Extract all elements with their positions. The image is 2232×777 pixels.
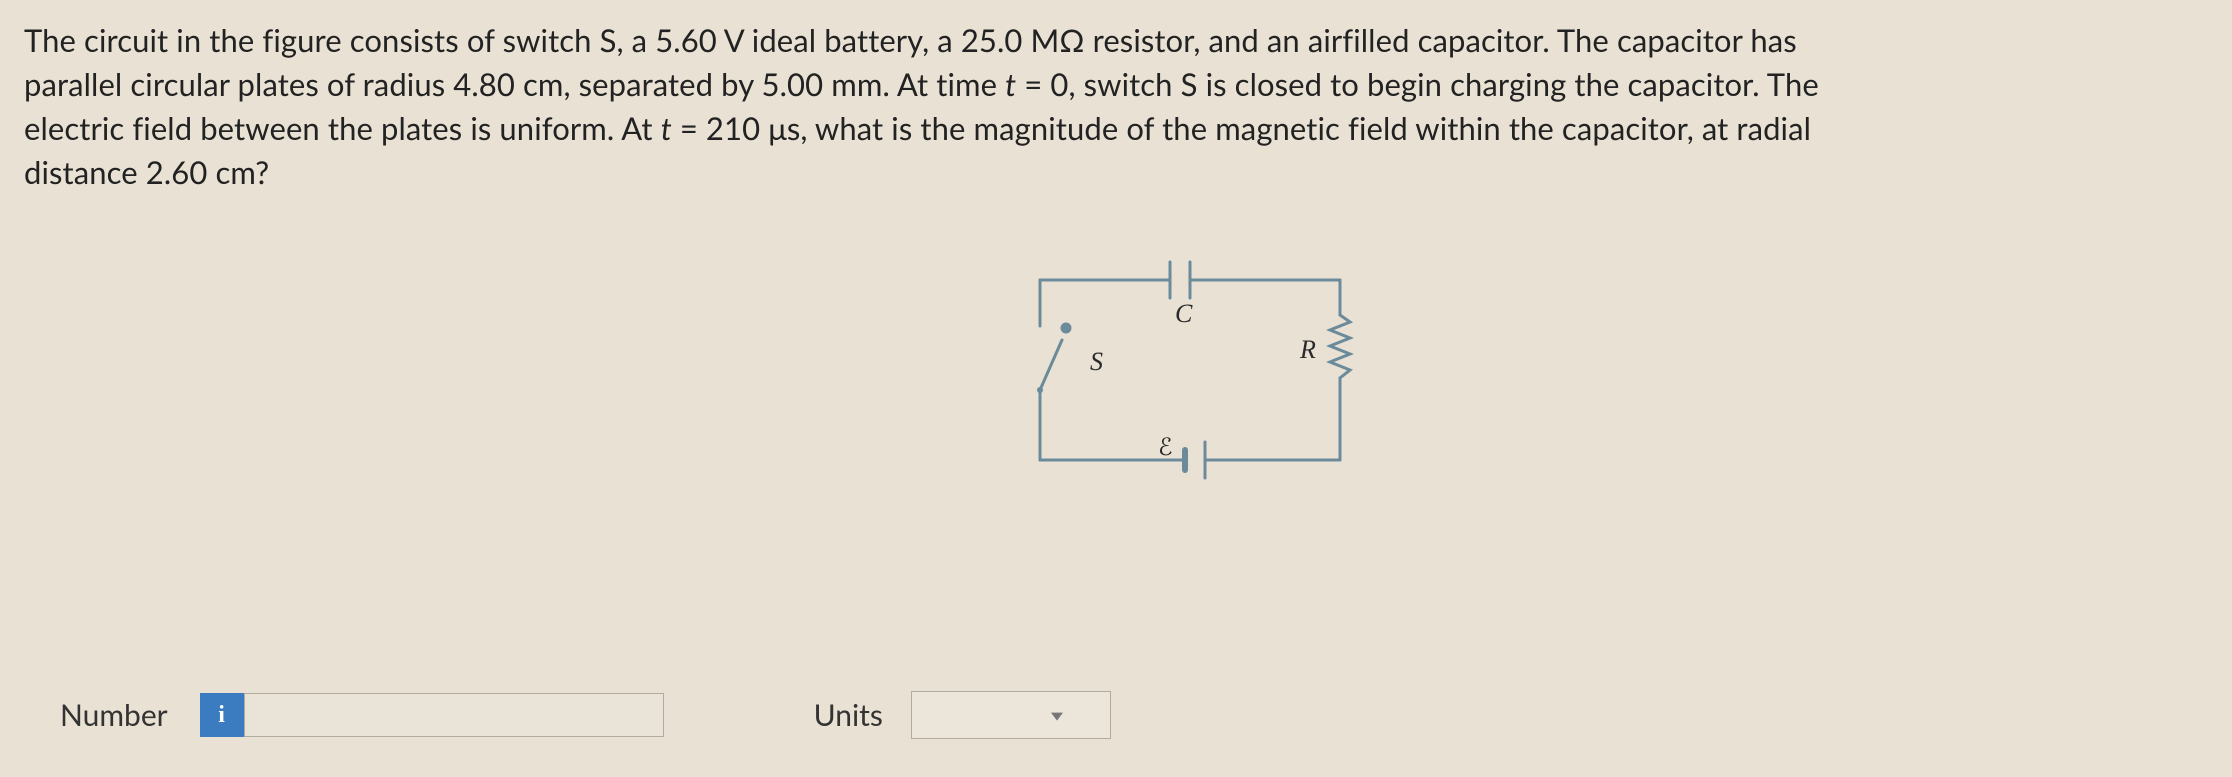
q-line4: distance 2.60 cm?	[24, 153, 269, 191]
info-icon[interactable]: i	[200, 693, 244, 737]
label-s: S	[1090, 347, 1103, 376]
number-input[interactable]	[244, 693, 664, 737]
units-label: Units	[814, 697, 883, 733]
number-label: Number	[60, 697, 168, 733]
q-line2b: = 0, switch S is closed to begin chargin…	[1016, 65, 1819, 103]
label-c: C	[1175, 299, 1193, 328]
question-text: The circuit in the figure consists of sw…	[24, 18, 2208, 194]
q-line3a: electric field between the plates is uni…	[24, 109, 661, 147]
units-select-wrap	[911, 691, 1111, 739]
q-line1: The circuit in the figure consists of sw…	[24, 21, 1797, 59]
label-r: R	[1299, 335, 1316, 364]
q-line3-it: t	[661, 109, 672, 147]
label-emf: ℰ	[1158, 435, 1173, 461]
q-line2-it: t	[1005, 65, 1016, 103]
circuit-figure: C S R ℰ	[1000, 260, 1400, 520]
q-line2a: parallel circular plates of radius 4.80 …	[24, 65, 1005, 103]
units-select[interactable]	[911, 691, 1111, 739]
q-line3b: = 210 μs, what is the magnitude of the m…	[672, 109, 1811, 147]
answer-row: Number i Units	[60, 691, 1111, 739]
